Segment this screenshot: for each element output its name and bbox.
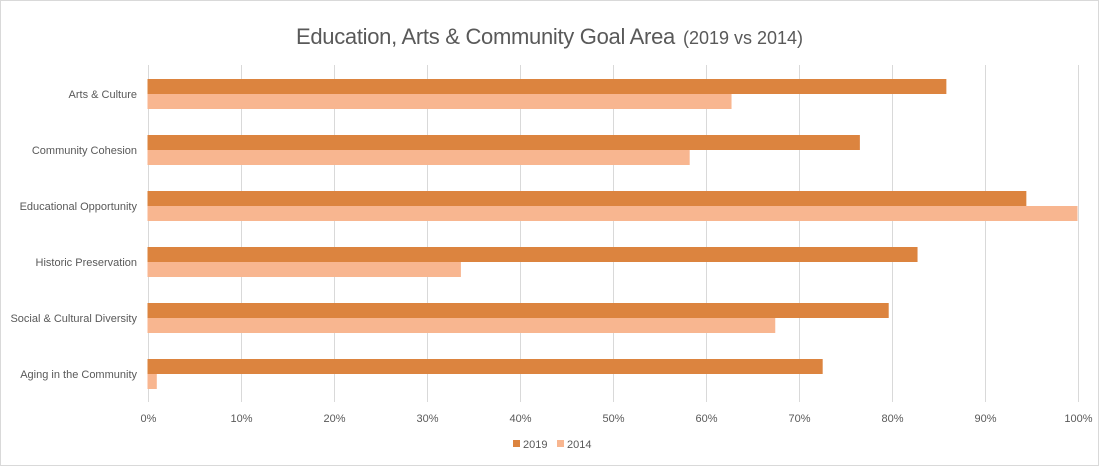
x-tick-label: 70% — [788, 413, 810, 425]
bar-2014 — [147, 374, 157, 389]
x-tick-label: 50% — [602, 413, 624, 425]
category-label: Educational Opportunity — [20, 201, 138, 213]
category-label: Social & Cultural Diversity — [10, 313, 137, 325]
legend-label-2014: 2014 — [567, 439, 591, 451]
bar-2014 — [147, 150, 690, 165]
bar-2014 — [147, 262, 461, 277]
chart-subtitle: (2019 vs 2014) — [682, 28, 804, 48]
x-tick-label: 90% — [974, 413, 996, 425]
x-tick-label: 20% — [323, 413, 345, 425]
bar-2014 — [147, 94, 732, 109]
bar-2014 — [147, 318, 776, 333]
bar-2014 — [147, 206, 1078, 221]
legend-swatch-2019 — [513, 440, 520, 447]
category-label: Arts & Culture — [69, 89, 137, 101]
chart-title: Education, Arts & Community Goal Area (20… — [0, 24, 1099, 50]
category-label: Community Cohesion — [32, 145, 137, 157]
legend-label-2019: 2019 — [523, 439, 547, 451]
legend-swatch-2014 — [557, 440, 564, 447]
category-label: Historic Preservation — [36, 257, 137, 269]
chart-title-main: Education, Arts & Community Goal Area — [295, 24, 675, 49]
bar-2019 — [147, 135, 860, 150]
x-tick-label: 100% — [1064, 413, 1092, 425]
x-tick-label: 60% — [695, 413, 717, 425]
bar-2019 — [147, 191, 1027, 206]
x-tick-label: 10% — [230, 413, 252, 425]
x-tick-label: 80% — [881, 413, 903, 425]
bar-2019 — [147, 303, 889, 318]
bar-2019 — [147, 247, 918, 262]
bar-2019 — [147, 79, 947, 94]
x-tick-label: 0% — [141, 413, 157, 425]
x-tick-label: 30% — [416, 413, 438, 425]
bar-2019 — [147, 359, 823, 374]
x-tick-label: 40% — [509, 413, 531, 425]
category-label: Aging in the Community — [20, 369, 137, 381]
